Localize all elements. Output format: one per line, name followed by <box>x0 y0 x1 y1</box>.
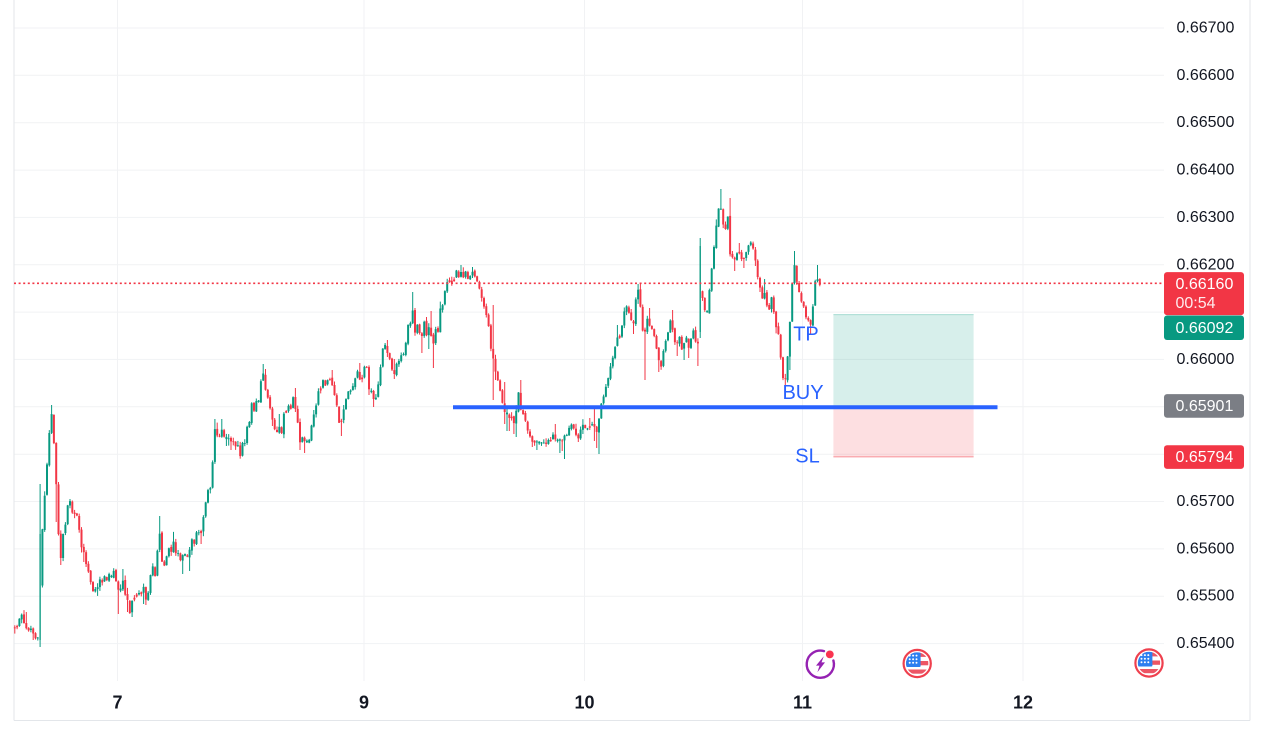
svg-text:00:54: 00:54 <box>1176 295 1216 312</box>
svg-text:12: 12 <box>1013 693 1033 713</box>
svg-text:0.65600: 0.65600 <box>1177 540 1235 557</box>
svg-text:0.65500: 0.65500 <box>1177 588 1235 605</box>
svg-text:0.66092: 0.66092 <box>1176 320 1234 337</box>
svg-text:0.65700: 0.65700 <box>1177 493 1235 510</box>
svg-text:BUY: BUY <box>782 382 823 404</box>
svg-text:0.66000: 0.66000 <box>1177 351 1235 368</box>
svg-text:7: 7 <box>112 693 122 713</box>
svg-text:0.66600: 0.66600 <box>1177 67 1235 84</box>
svg-text:9: 9 <box>359 693 369 713</box>
svg-text:SL: SL <box>795 446 819 468</box>
svg-text:0.65901: 0.65901 <box>1176 398 1234 415</box>
svg-text:0.66160: 0.66160 <box>1176 276 1234 293</box>
svg-text:TP: TP <box>793 324 819 346</box>
svg-text:0.65794: 0.65794 <box>1176 449 1234 466</box>
svg-text:0.66200: 0.66200 <box>1177 256 1235 273</box>
svg-text:11: 11 <box>793 693 812 713</box>
svg-text:0.66500: 0.66500 <box>1177 114 1235 131</box>
svg-text:0.66300: 0.66300 <box>1177 209 1235 226</box>
svg-text:10: 10 <box>574 693 594 713</box>
svg-text:0.66700: 0.66700 <box>1177 20 1235 37</box>
svg-text:0.66400: 0.66400 <box>1177 162 1235 179</box>
svg-text:0.65400: 0.65400 <box>1177 635 1235 652</box>
